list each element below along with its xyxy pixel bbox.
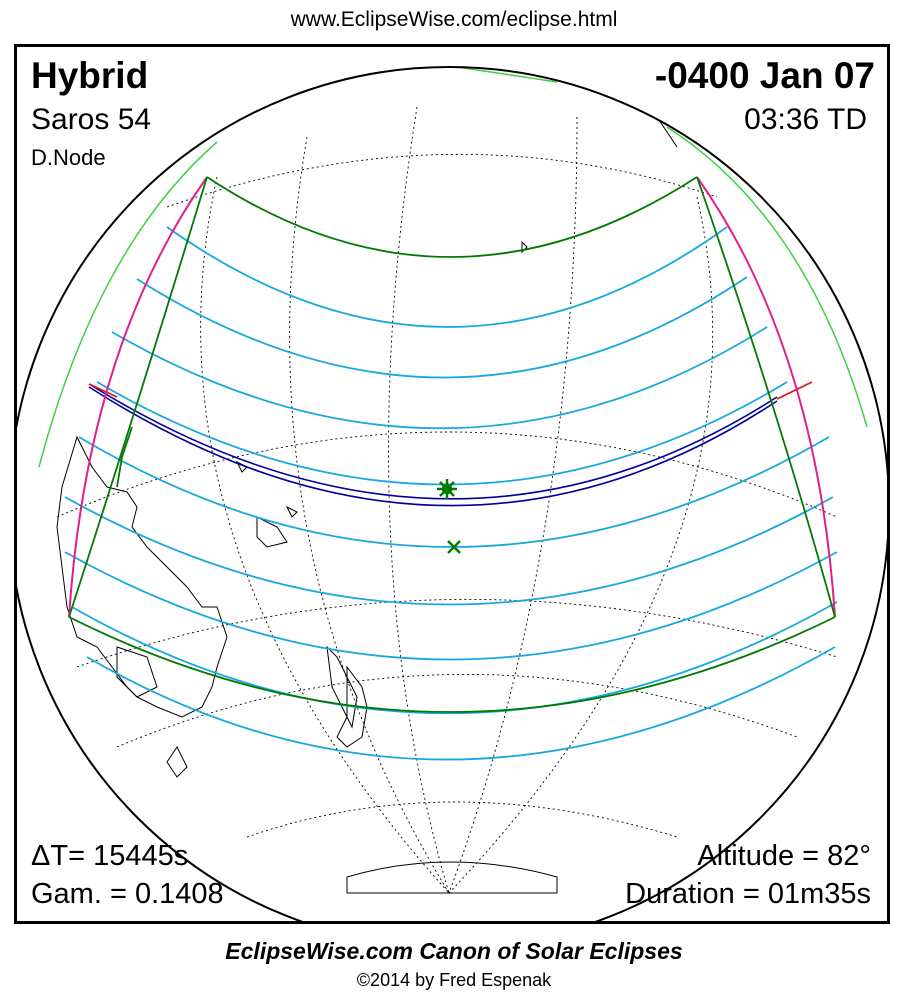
saros-label: Saros 54 [31, 103, 152, 136]
eclipse-map-frame: Hybrid Saros 54 D.Node -0400 Jan 07 03:3… [14, 44, 890, 924]
eclipse-globe-map [17, 66, 887, 921]
max-eclipse-ends [88, 381, 813, 400]
copyright: ©2014 by Fred Espenak [356, 970, 552, 990]
delta-t-label: ΔT= 15445s [31, 840, 189, 872]
header-url: www.EclipseWise.com/eclipse.html [290, 8, 618, 31]
magnitude-lines [64, 226, 838, 761]
altitude-label: Altitude = 82° [697, 840, 871, 872]
gamma-label: Gam. = 0.1408 [31, 878, 224, 910]
eclipse-date: -0400 Jan 07 [654, 55, 875, 96]
eclipse-type: Hybrid [31, 55, 149, 96]
rise-set-curves [68, 176, 836, 618]
node-label: D.Node [31, 145, 106, 170]
central-path [88, 383, 778, 507]
greatest-eclipse-star-icon [437, 479, 457, 499]
globe-outline [17, 66, 887, 921]
sub-solar-point-x-icon [447, 540, 461, 554]
penumbral-limits [68, 176, 836, 713]
graticule [56, 106, 838, 894]
coastlines [56, 86, 868, 894]
eclipse-time: 03:36 TD [744, 103, 867, 136]
duration-label: Duration = 01m35s [625, 878, 871, 910]
outer-limit-curves [38, 67, 868, 468]
canon-title: EclipseWise.com Canon of Solar Eclipses [225, 938, 683, 964]
